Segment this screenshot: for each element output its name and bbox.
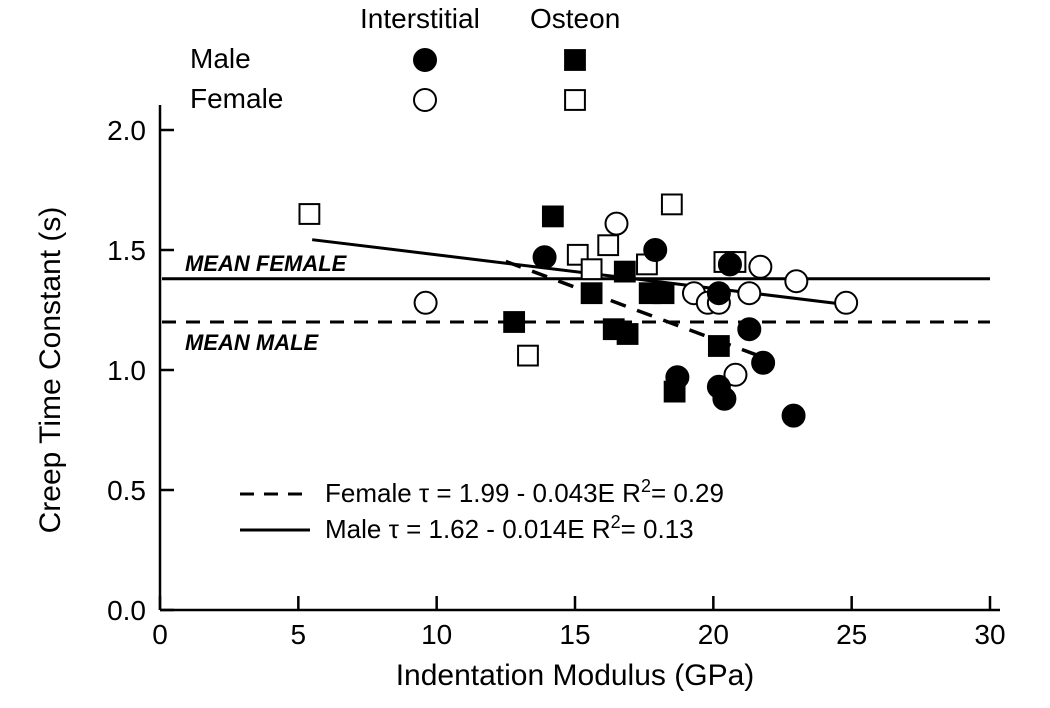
x-tick-label: 30 — [974, 619, 1005, 650]
data-point — [709, 336, 729, 356]
legend-marker-male-interstitial — [414, 49, 436, 71]
data-point — [749, 256, 771, 278]
legend-marker-female-interstitial — [414, 89, 436, 111]
y-tick-label: 2.0 — [107, 115, 146, 146]
data-point — [598, 235, 618, 255]
legend-eq-female: Female τ = 1.99 - 0.043E R2= 0.29 — [325, 476, 724, 508]
x-tick-label: 10 — [421, 619, 452, 650]
x-axis-label: Indentation Modulus (GPa) — [396, 659, 755, 692]
data-point — [708, 282, 730, 304]
x-tick-label: 0 — [152, 619, 168, 650]
data-point — [415, 292, 437, 314]
data-point — [719, 253, 741, 275]
data-point — [300, 204, 320, 224]
y-tick-label: 1.0 — [107, 355, 146, 386]
data-point — [713, 388, 735, 410]
x-tick-label: 25 — [836, 619, 867, 650]
data-point — [785, 270, 807, 292]
y-tick-label: 0.0 — [107, 595, 146, 626]
data-point — [582, 259, 602, 279]
data-point — [504, 312, 524, 332]
data-point — [618, 324, 638, 344]
data-point — [752, 352, 774, 374]
y-tick-label: 1.5 — [107, 235, 146, 266]
data-point — [738, 282, 760, 304]
data-point — [666, 366, 688, 388]
mean-female-label: MEAN FEMALE — [185, 251, 348, 276]
legend-eq-male: Male τ = 1.62 - 0.014E R2= 0.13 — [325, 512, 694, 544]
data-point — [644, 239, 666, 261]
legend-marker-male-osteon — [565, 50, 585, 70]
data-point — [606, 213, 628, 235]
data-point — [783, 405, 805, 427]
legend-col-interstitial: Interstitial — [360, 3, 480, 34]
data-point — [662, 195, 682, 215]
scatter-chart: 0 5 10 15 20 25 30 0.0 0.5 1.0 1.5 2.0 Indentation M… — [0, 0, 1050, 708]
data-point — [543, 207, 563, 227]
legend-row-female: Female — [190, 83, 283, 114]
data-point — [615, 262, 635, 282]
x-tick-label: 15 — [559, 619, 590, 650]
data-point — [738, 318, 760, 340]
data-point — [835, 292, 857, 314]
x-tick-label: 5 — [291, 619, 307, 650]
mean-male-label: MEAN MALE — [185, 330, 320, 355]
y-tick-label: 0.5 — [107, 475, 146, 506]
data-point — [582, 283, 602, 303]
legend-marker-female-osteon — [565, 90, 585, 110]
x-tick-label: 20 — [698, 619, 729, 650]
data-point — [654, 283, 674, 303]
legend-col-osteon: Osteon — [530, 3, 620, 34]
data-point — [518, 346, 538, 366]
y-axis-label: Creep Time Constant (s) — [34, 207, 67, 534]
legend-row-male: Male — [190, 43, 251, 74]
data-point — [534, 246, 556, 268]
